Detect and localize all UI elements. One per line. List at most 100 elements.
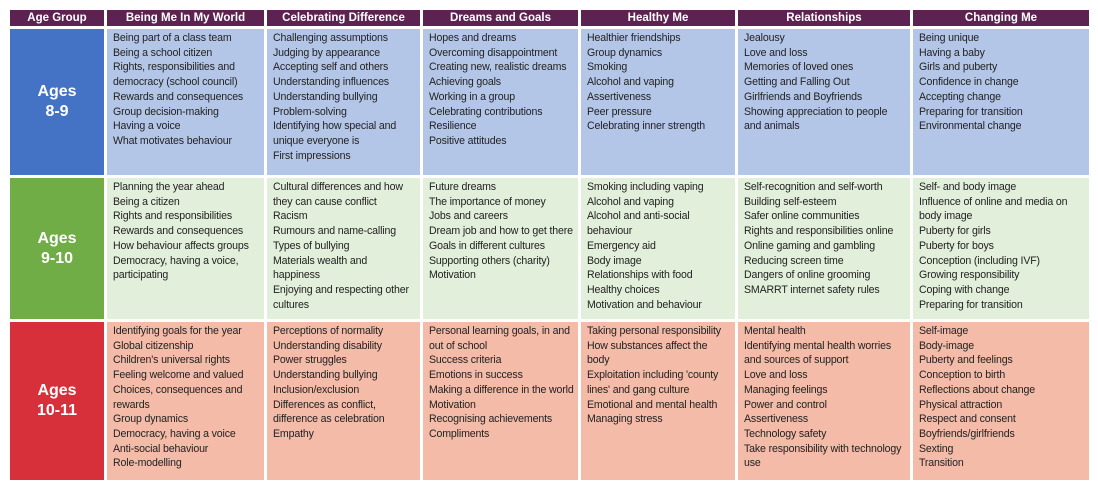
topic-item: Racism — [273, 210, 308, 223]
topic-item: Puberty and feelings — [919, 354, 1013, 367]
topic-item: Motivation and behaviour — [587, 298, 702, 311]
topic-cell-being-me-in-my-world: Being part of a class team Being a school… — [107, 29, 264, 175]
topic-item: Sexting — [919, 442, 954, 455]
column-header-relationships: Relationships — [738, 10, 910, 26]
topic-item: The importance of money — [429, 195, 546, 208]
topic-item: Safer online communities — [744, 210, 860, 223]
topic-cell-relationships: Jealousy Love and loss Memories of loved o… — [738, 29, 910, 175]
topic-item: Anti-social behaviour — [113, 442, 209, 455]
topic-item: Positive attitudes — [429, 134, 507, 147]
topic-cell-relationships: Self-recognition and self-worth Building … — [738, 178, 910, 319]
topic-item: Being unique — [919, 32, 980, 44]
topic-cell-changing-me: Being unique Having a baby Girls and puber… — [913, 29, 1089, 175]
column-header-dreams-and-goals: Dreams and Goals — [423, 10, 578, 26]
topic-item: Working in a group — [429, 90, 516, 103]
topic-item: Smoking — [587, 61, 628, 74]
topic-item: Peer pressure — [587, 105, 652, 118]
topic-item: SMARRT internet safety rules — [744, 283, 880, 296]
age-group-cell: Ages 9-10 — [10, 178, 104, 319]
topic-item: Having a voice — [113, 120, 181, 133]
topic-item: Hopes and dreams — [429, 32, 517, 44]
topic-item: Healthy choices — [587, 283, 660, 296]
topic-item: Dream job and how to get there — [429, 225, 573, 238]
topic-cell-dreams-and-goals: Personal learning goals, in and out of s… — [423, 322, 578, 480]
topic-item: Achieving goals — [429, 76, 501, 89]
topic-item: Taking personal responsibility — [587, 325, 721, 337]
column-header-age-group: Age Group — [10, 10, 104, 26]
topic-item: Self-image — [919, 325, 969, 337]
topic-item: Understanding bullying — [273, 369, 378, 382]
topic-item: Emotions in success — [429, 369, 523, 382]
topic-item: How behaviour affects groups — [113, 239, 249, 252]
age-group-label: 8-9 — [45, 103, 69, 120]
topic-item: Identifying mental health worries and so… — [744, 339, 891, 367]
topic-item: Judging by appearance — [273, 46, 380, 59]
topic-item: Memories of loved ones — [744, 61, 854, 74]
topic-item: Transition — [919, 457, 964, 470]
age-group-label: Ages — [37, 83, 77, 100]
topic-item: Cultural differences and how they can ca… — [273, 181, 403, 208]
topic-item: Rights, responsibilities and democracy (… — [113, 61, 238, 89]
topic-item: Confidence in change — [919, 76, 1019, 89]
topic-item: Having a baby — [919, 46, 985, 59]
topic-item: Dangers of online grooming — [744, 269, 871, 282]
topic-item: Body image — [587, 254, 642, 267]
topic-cell-changing-me: Self- and body image Influence of online … — [913, 178, 1089, 319]
column-header-changing-me: Changing Me — [913, 10, 1089, 26]
topic-item: Conception to birth — [919, 369, 1006, 382]
topic-cell-celebrating-difference: Cultural differences and how they can ca… — [267, 178, 420, 319]
topic-item: Accepting self and others — [273, 61, 389, 74]
topic-item: Compliments — [429, 427, 490, 440]
topic-item: Children's universal rights — [113, 354, 230, 367]
topic-item: Role-modelling — [113, 457, 182, 470]
topic-item: Building self-esteem — [744, 195, 837, 208]
topic-item: Girls and puberty — [919, 61, 998, 74]
topic-item: Materials wealth and happiness — [273, 254, 368, 282]
topic-cell-healthy-me: Smoking including vaping Alcohol and vapi… — [581, 178, 735, 319]
age-group-cell: Ages 8-9 — [10, 29, 104, 175]
topic-item: Rights and responsibilities — [113, 210, 233, 223]
topic-item: Types of bullying — [273, 239, 350, 252]
topic-item: Overcoming disappointment — [429, 46, 558, 59]
topic-item: Group dynamics — [113, 413, 189, 426]
age-group-label: 9-10 — [40, 249, 74, 267]
age-group-label: Ages — [37, 229, 77, 247]
topic-item: Making a difference in the world — [429, 383, 574, 396]
topic-item: Managing stress — [587, 413, 663, 426]
topic-item: Getting and Falling Out — [744, 76, 850, 89]
topic-item: Managing feelings — [744, 383, 828, 396]
topic-item: Success criteria — [429, 354, 502, 367]
topic-item: Assertiveness — [587, 90, 651, 103]
topic-item: Alcohol and vaping — [587, 76, 674, 89]
topic-cell-being-me-in-my-world: Planning the year ahead Being a citizen Ri… — [107, 178, 264, 319]
topic-item: Democracy, having a voice — [113, 427, 236, 440]
topic-item: Rights and responsibilities online — [744, 225, 894, 238]
topic-item: Understanding influences — [273, 76, 389, 89]
topic-item: Conception (including IVF) — [919, 254, 1040, 267]
topic-item: Democracy, having a voice, participating — [113, 254, 239, 282]
topic-item: Empathy — [273, 427, 314, 440]
topic-item: Personal learning goals, in and out of s… — [429, 325, 570, 352]
topic-item: Healthier friendships — [587, 32, 681, 44]
curriculum-table: Age Group Being Me In My World Celebrating… — [10, 10, 1089, 480]
topic-item: Preparing for transition — [919, 298, 1023, 311]
topic-cell-being-me-in-my-world: Identifying goals for the year Global cit… — [107, 322, 264, 480]
topic-item: Being a school citizen — [113, 46, 213, 59]
topic-item: Planning the year ahead — [113, 181, 225, 193]
topic-item: Growing responsibility — [919, 269, 1020, 282]
topic-cell-healthy-me: Healthier friendships Group dynamics Smoki… — [581, 29, 735, 175]
topic-item: How substances affect the body — [587, 339, 708, 367]
topic-item: Emotional and mental health — [587, 398, 718, 411]
topic-item: Boyfriends/girlfriends — [919, 427, 1015, 440]
topic-item: Understanding bullying — [273, 90, 378, 103]
column-header-celebrating-difference: Celebrating Difference — [267, 10, 420, 26]
topic-item: What motivates behaviour — [113, 134, 232, 147]
topic-item: Body-image — [919, 339, 975, 352]
topic-item: Online gaming and gambling — [744, 239, 875, 252]
topic-item: Global citizenship — [113, 339, 194, 352]
topic-item: Group dynamics — [587, 46, 663, 59]
topic-item: Take responsibility with technology use — [744, 442, 902, 470]
topic-item: Identifying goals for the year — [113, 325, 242, 337]
topic-cell-changing-me: Self-image Body-image Puberty and feelings… — [913, 322, 1089, 480]
topic-item: Resilience — [429, 120, 477, 133]
